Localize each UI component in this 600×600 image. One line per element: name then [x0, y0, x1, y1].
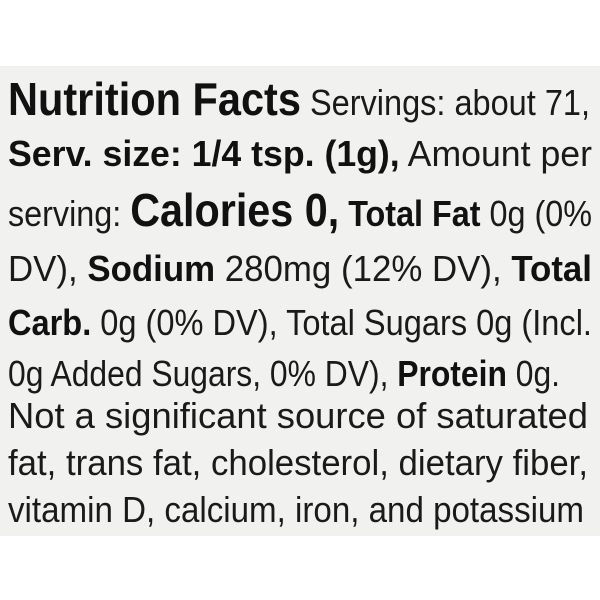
- bold-text: Sodium: [87, 248, 215, 289]
- label-line: Nutrition Facts Servings: about 71,: [8, 73, 590, 125]
- label-line: Serv. size: 1/4 tsp. (1g), Amount per: [8, 133, 592, 174]
- text: Not a significant source of saturated: [8, 395, 588, 436]
- text: vitamin D, calcium, iron, and potassium: [8, 489, 584, 530]
- bold-text: Carb.: [8, 302, 91, 343]
- label-line: DV), Sodium 280mg (12% DV), Total: [8, 248, 592, 289]
- text: serving:: [8, 193, 130, 234]
- label-line: Carb. 0g (0% DV), Total Sugars 0g (Incl.: [8, 302, 592, 343]
- text: 0g Added Sugars, 0% DV),: [8, 353, 397, 394]
- label-line: Not a significant source of saturated: [8, 395, 588, 436]
- bold-text: Total Fat: [348, 193, 480, 234]
- label-line: 0g Added Sugars, 0% DV), Protein 0g.: [8, 353, 560, 394]
- bold-text: Nutrition Facts: [8, 73, 301, 125]
- label-panel: [0, 66, 600, 536]
- text: Servings: about 71,: [301, 82, 590, 123]
- text: DV),: [8, 248, 87, 289]
- label-line: serving: Calories 0, Total Fat 0g (0%: [8, 184, 592, 236]
- text: [339, 193, 348, 234]
- text: 0g (0% DV), Total Sugars 0g (Incl.: [91, 302, 592, 343]
- text: Amount per: [400, 133, 592, 174]
- bold-text: Total: [511, 248, 592, 289]
- label-line: vitamin D, calcium, iron, and potassium: [8, 489, 584, 530]
- text: 0g.: [507, 353, 560, 394]
- text: 280mg (12% DV),: [215, 248, 511, 289]
- label-line: fat, trans fat, cholesterol, dietary fib…: [8, 442, 588, 483]
- bold-text: Protein: [397, 353, 507, 394]
- bold-text: Serv. size: 1/4 tsp. (1g),: [8, 133, 400, 174]
- text: 0g (0%: [481, 193, 592, 234]
- text: fat, trans fat, cholesterol, dietary fib…: [8, 442, 588, 483]
- bold-text: Calories 0,: [130, 184, 339, 236]
